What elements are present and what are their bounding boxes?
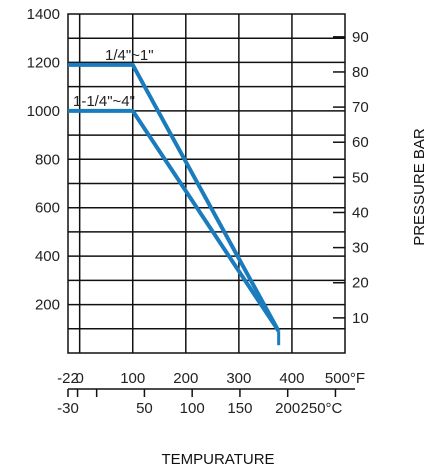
left-tick-label: 1000 [27,103,60,120]
series-label: 1/4"~1" [105,47,154,64]
c-tick-label: 200 [275,400,300,417]
right-tick-label: 30 [352,240,369,257]
series-label: 1-1/4"~4" [73,93,135,110]
f-tick-label: 200 [173,370,198,387]
f-tick-label: -22 [57,370,79,387]
right-tick-label: 20 [352,275,369,292]
c-tick-label: 150 [227,400,252,417]
f-tick-label: 400 [279,370,304,387]
c-tick-label: 250°C [301,400,343,417]
left-tick-label: 800 [35,151,60,168]
series-lines [68,62,281,346]
right-tick-label: 50 [352,169,369,186]
left-tick-label: 600 [35,200,60,217]
f-tick-label: 100 [120,370,145,387]
right-tick-label: 40 [352,204,369,221]
series-line [68,108,281,333]
f-tick-label: 500°F [325,370,365,387]
f-tick-label: 0 [76,370,84,387]
right-tick-label: 70 [352,99,369,116]
c-tick-label: -30 [57,400,79,417]
f-tick-label: 300 [226,370,251,387]
right-axis-title: PRESSURE BAR [411,128,428,246]
left-tick-label: 200 [35,297,60,314]
left-tick-label: 1200 [27,54,60,71]
c-tick-label: 50 [136,400,153,417]
x-axis-title: TEMPURATURE [161,451,274,468]
grid [67,13,355,397]
right-tick-label: 10 [352,310,369,327]
series-line [68,62,281,333]
right-tick-label: 80 [352,64,369,81]
left-tick-label: 400 [35,248,60,265]
left-tick-label: 1400 [27,6,60,23]
c-tick-label: 100 [180,400,205,417]
right-tick-label: 60 [352,134,369,151]
axis-labels: 2004006008001000120014001020304050607080… [27,6,369,417]
right-tick-label: 90 [352,29,369,46]
